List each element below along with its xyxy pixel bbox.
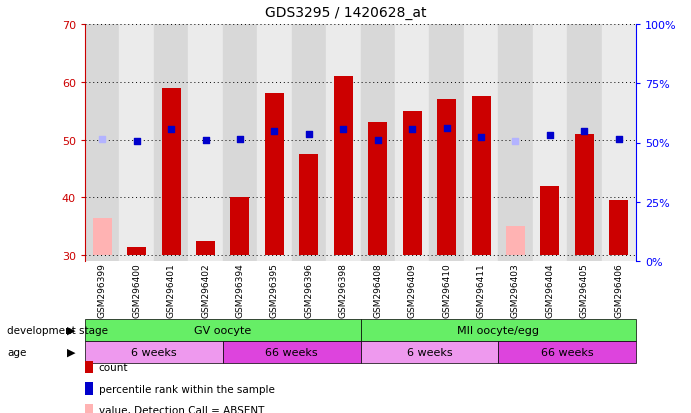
Point	[200, 138, 211, 144]
Bar	[609, 201, 628, 256]
Point	[338, 127, 349, 133]
Point	[579, 128, 590, 135]
Point	[372, 138, 384, 144]
Bar	[196, 241, 215, 256]
Bar	[395, 25, 429, 261]
Bar	[533, 25, 567, 261]
Bar	[257, 25, 292, 261]
Bar	[299, 155, 319, 256]
Point	[269, 128, 280, 135]
Text: GDS3295 / 1420628_at: GDS3295 / 1420628_at	[265, 5, 426, 19]
Bar	[93, 218, 112, 256]
Point	[545, 133, 556, 139]
Point	[234, 136, 245, 143]
Bar	[326, 25, 361, 261]
Text: age: age	[7, 347, 26, 357]
Point	[441, 126, 452, 132]
Bar	[429, 25, 464, 261]
Bar	[540, 186, 560, 256]
Bar	[334, 77, 352, 256]
Bar	[403, 112, 422, 256]
Point	[475, 134, 486, 140]
Point	[303, 132, 314, 138]
Point	[166, 127, 177, 133]
Point	[131, 139, 142, 145]
Bar	[437, 100, 456, 256]
Bar	[231, 198, 249, 256]
Text: MII oocyte/egg: MII oocyte/egg	[457, 325, 539, 335]
Point	[613, 136, 624, 143]
Bar	[498, 25, 533, 261]
Text: 6 weeks: 6 weeks	[131, 347, 177, 357]
Text: 6 weeks: 6 weeks	[406, 347, 452, 357]
Bar	[567, 25, 602, 261]
Bar	[471, 97, 491, 256]
Point	[510, 139, 521, 145]
Bar	[189, 25, 223, 261]
Bar	[506, 227, 525, 256]
Bar	[162, 88, 180, 256]
Bar	[223, 25, 257, 261]
Bar	[265, 94, 284, 256]
Text: percentile rank within the sample: percentile rank within the sample	[99, 384, 275, 394]
Text: value, Detection Call = ABSENT: value, Detection Call = ABSENT	[99, 405, 264, 413]
Bar	[154, 25, 189, 261]
Bar	[464, 25, 498, 261]
Bar	[127, 247, 146, 256]
Text: 66 weeks: 66 weeks	[541, 347, 594, 357]
Bar	[575, 135, 594, 256]
Text: ▶: ▶	[67, 325, 75, 335]
Text: development stage: development stage	[7, 325, 108, 335]
Point	[97, 136, 108, 143]
Text: ▶: ▶	[67, 347, 75, 357]
Bar	[85, 25, 120, 261]
Text: 66 weeks: 66 weeks	[265, 347, 318, 357]
Bar	[602, 25, 636, 261]
Point	[406, 127, 417, 133]
Bar	[292, 25, 326, 261]
Bar	[368, 123, 387, 256]
Text: GV oocyte: GV oocyte	[194, 325, 252, 335]
Bar	[120, 25, 154, 261]
Text: count: count	[99, 362, 129, 372]
Bar	[361, 25, 395, 261]
